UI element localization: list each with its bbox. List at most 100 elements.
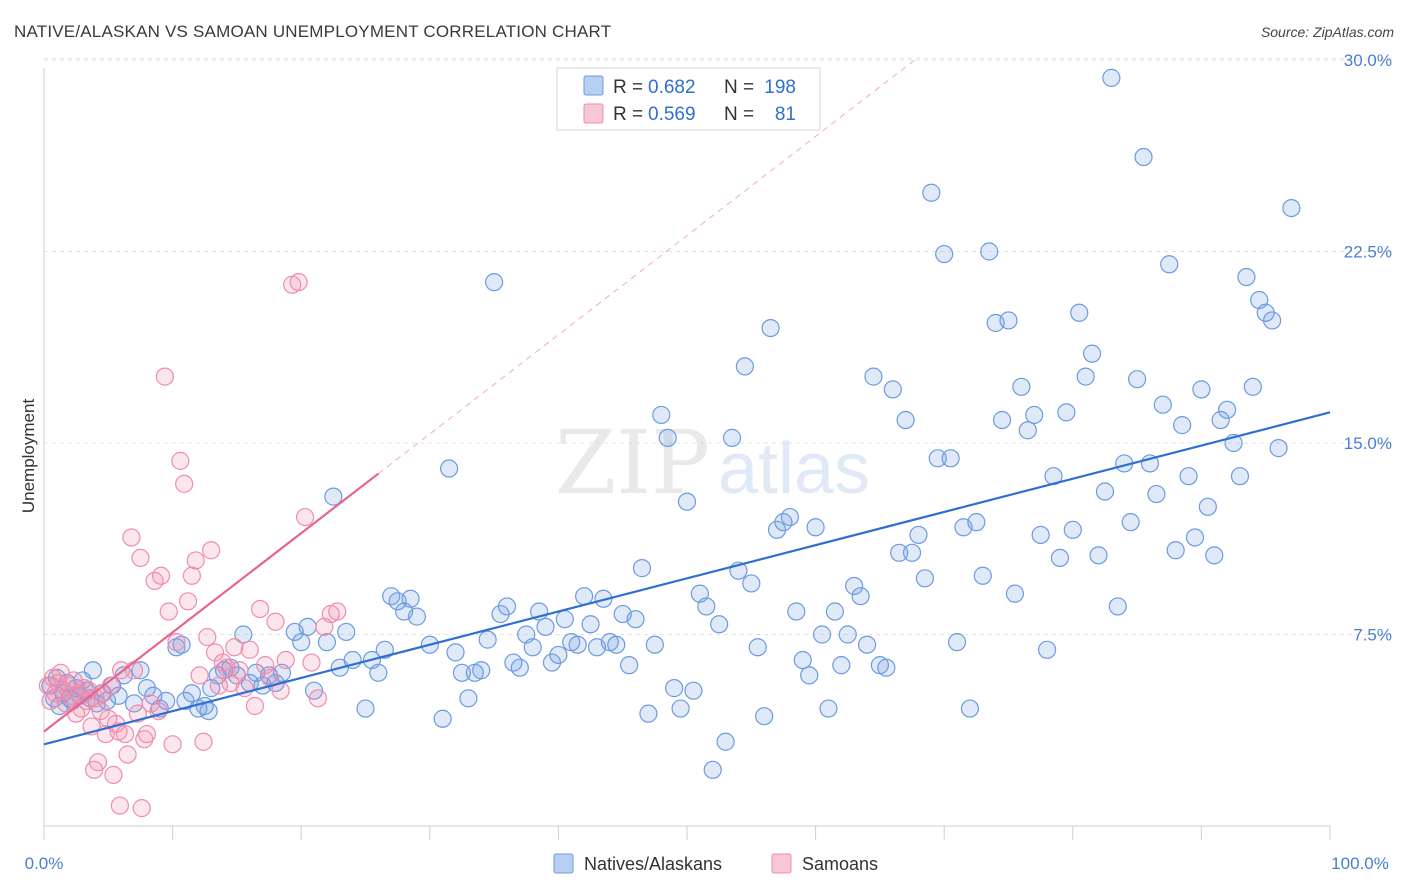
natives-point (157, 691, 176, 710)
natives-point (761, 319, 780, 338)
natives-point (793, 650, 812, 670)
natives-point (626, 610, 645, 629)
grid-lines (44, 57, 1392, 635)
natives-point (182, 684, 201, 703)
legend-n-label-samoans: N = (724, 104, 754, 125)
samoans-trend-extension (378, 59, 915, 475)
natives-point (581, 615, 600, 634)
natives-point (890, 543, 909, 562)
natives-point (172, 635, 191, 654)
natives-point (857, 635, 877, 654)
trend-lines (43, 59, 1331, 746)
samoans-point (132, 799, 151, 818)
natives-point (1089, 546, 1108, 565)
natives-point (401, 589, 420, 608)
y-tick-label: 15.0% (1344, 434, 1392, 453)
watermark-atlas: atlas (718, 429, 870, 509)
natives-point (317, 633, 337, 652)
natives-point (922, 183, 941, 202)
legend-n-value-samoans: 81 (775, 104, 796, 125)
watermark-zip: ZIP (555, 411, 710, 514)
natives-point (1211, 410, 1230, 430)
natives-point (697, 597, 716, 616)
natives-point (1031, 525, 1050, 545)
natives-point (1218, 400, 1237, 419)
natives-point (369, 663, 388, 682)
source-label: Source: ZipAtlas.com (1260, 24, 1394, 40)
natives-point (536, 617, 555, 636)
natives-point (568, 635, 587, 654)
natives-point (485, 273, 504, 292)
natives-point (1057, 403, 1076, 422)
natives-point (645, 635, 664, 654)
samoans-point (171, 451, 190, 470)
samoans-point (167, 633, 186, 652)
natives-point (1205, 546, 1224, 565)
natives-point (167, 638, 186, 657)
natives-point (523, 638, 542, 657)
samoans-point (110, 796, 129, 815)
y-tick-label: 30.0% (1344, 51, 1392, 70)
samoans-point (202, 541, 221, 560)
natives-point (1005, 584, 1025, 603)
legend-n-value-natives: 198 (764, 77, 796, 98)
natives-point (722, 428, 742, 447)
natives-point (199, 701, 218, 721)
samoans-point (205, 643, 225, 662)
natives-point (960, 699, 980, 718)
natives-point (632, 559, 652, 578)
natives-point (1198, 497, 1217, 516)
natives-point (1147, 484, 1166, 504)
chart-title: NATIVE/ALASKAN VS SAMOAN UNEMPLOYMENT CO… (14, 22, 612, 41)
natives-point (1230, 467, 1250, 486)
samoans-point (221, 673, 240, 693)
x-tick-label-min: 0.0% (25, 854, 64, 873)
samoans-point (141, 694, 160, 713)
natives-point (1173, 416, 1192, 435)
natives-point (652, 405, 671, 425)
natives-point (896, 410, 915, 430)
legend-r-label-samoans: R = (613, 104, 643, 125)
natives-point (452, 663, 472, 682)
natives-point (973, 566, 992, 585)
samoans-point (163, 735, 182, 754)
natives-point (980, 242, 999, 261)
legend-swatch-samoans (583, 103, 604, 124)
natives-point (83, 661, 102, 680)
legend-n-label-natives: N = (724, 77, 754, 98)
natives-point (800, 666, 819, 685)
natives-point (1192, 380, 1211, 399)
x-tick-label-max: 100.0% (1331, 854, 1389, 873)
samoans-point (194, 732, 213, 751)
natives-point (1108, 597, 1127, 616)
natives-point (1243, 377, 1262, 396)
samoans-point (225, 638, 244, 657)
bottom-legend-label-natives: Natives/Alaskans (584, 854, 722, 874)
natives-point (1282, 198, 1301, 218)
natives-point (671, 699, 690, 718)
samoans-point (209, 676, 228, 695)
samoans-point (266, 612, 285, 631)
natives-point (1121, 513, 1140, 532)
bottom-legend-swatch-natives (553, 853, 574, 874)
legend-r-value-samoans: 0.569 (648, 104, 696, 125)
natives-point (787, 602, 806, 621)
natives-point (555, 610, 574, 629)
natives-point (947, 633, 967, 652)
bottom-legend: Natives/Alaskans Samoans (553, 853, 878, 874)
natives-point (703, 760, 722, 779)
natives-point (755, 707, 774, 726)
samoans-point (289, 273, 308, 292)
samoans-point (115, 724, 135, 744)
natives-point (1179, 467, 1198, 486)
natives-point (1082, 344, 1102, 363)
natives-point (497, 597, 517, 616)
samoans-point (276, 650, 295, 670)
natives-point (742, 574, 761, 593)
stats-legend: R = 0.682 N = 198 R = 0.569 N = 81 (556, 67, 821, 131)
natives-point (883, 380, 902, 399)
natives-point (478, 630, 497, 649)
natives-point (1237, 267, 1256, 287)
natives-point (877, 658, 896, 677)
